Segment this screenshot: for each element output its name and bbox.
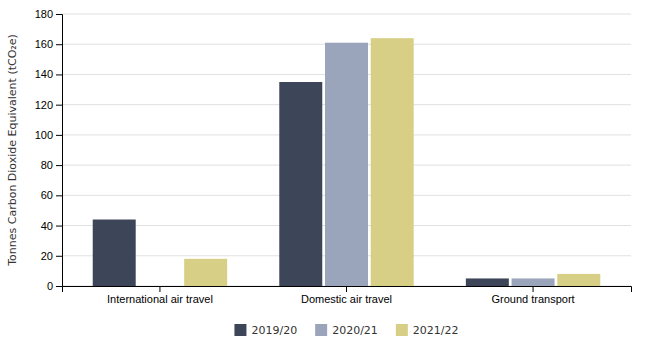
bars [93, 38, 601, 286]
tick: 120 [35, 99, 62, 111]
legend: 2019/20 2020/21 2021/22 [234, 324, 458, 337]
bar [466, 278, 509, 286]
tick-label: 0 [47, 280, 53, 292]
tick: 20 [41, 250, 62, 262]
y-axis: 0 20 40 60 80 100 120 140 160 180 [35, 8, 63, 292]
y-axis-title: Tonnes Carbon Dioxide Equivalent (tCO₂e) [6, 34, 19, 267]
bar-series [184, 38, 600, 286]
grid-line [62, 14, 631, 15]
tick-mark [56, 135, 62, 136]
bar [557, 274, 600, 286]
tick: 80 [41, 159, 62, 171]
tick-label: 60 [41, 189, 53, 201]
tick-label: 120 [35, 99, 53, 111]
legend-label: 2021/22 [413, 324, 459, 337]
tick-label: 80 [41, 159, 53, 171]
tick-mark [346, 286, 347, 292]
tick-mark [159, 286, 160, 292]
tick: International air travel [107, 286, 213, 305]
tick: Ground transport [491, 286, 574, 305]
tick-label: 140 [35, 68, 53, 80]
tick: 140 [35, 68, 62, 80]
x-axis: International air travel Domestic air tra… [63, 286, 632, 305]
bar-series [325, 43, 555, 286]
bar [325, 43, 368, 286]
tick-label: International air travel [107, 293, 213, 305]
tick-label: 160 [35, 38, 53, 50]
tick: Domestic air travel [301, 286, 392, 305]
legend-item: 2020/21 [315, 324, 378, 337]
tick-mark [56, 226, 62, 227]
tick: 40 [41, 220, 62, 232]
bar [512, 278, 555, 286]
tick-mark [56, 195, 62, 196]
bar [138, 286, 181, 287]
legend-item: 2019/20 [234, 324, 297, 337]
tick-mark [56, 286, 62, 287]
legend-item: 2021/22 [396, 324, 459, 337]
tick-label: Ground transport [491, 293, 574, 305]
legend-swatch [234, 324, 246, 336]
bar [184, 259, 227, 286]
tick-label: 20 [41, 250, 53, 262]
chart: 0 20 40 60 80 100 120 140 160 180 International ai… [0, 0, 647, 348]
tick: 60 [41, 189, 62, 201]
tick-mark [56, 74, 62, 75]
legend-swatch [315, 324, 327, 336]
tick: 160 [35, 38, 62, 50]
legend-label: 2019/20 [251, 324, 297, 337]
bar [279, 82, 322, 286]
tick-label: 180 [35, 8, 53, 20]
tick: 0 [47, 280, 62, 292]
tick-label: Domestic air travel [301, 293, 392, 305]
legend-label: 2020/21 [332, 324, 378, 337]
tick-mark [56, 14, 62, 15]
tick: 180 [35, 8, 62, 20]
bar-series [93, 82, 509, 286]
tick-label: 40 [41, 220, 53, 232]
legend-swatch [396, 324, 408, 336]
tick-label: 100 [35, 129, 53, 141]
grid [62, 14, 631, 286]
tick-mark [56, 165, 62, 166]
tick: 100 [35, 129, 62, 141]
axis-domain [63, 287, 632, 293]
bar [371, 38, 414, 286]
tick-mark [56, 44, 62, 45]
bar [93, 220, 136, 286]
tick-mark [533, 286, 534, 292]
tick-mark [56, 256, 62, 257]
axis-domain [56, 15, 63, 287]
tick-mark [56, 105, 62, 106]
plot: 0 20 40 60 80 100 120 140 160 180 International ai… [35, 8, 632, 305]
